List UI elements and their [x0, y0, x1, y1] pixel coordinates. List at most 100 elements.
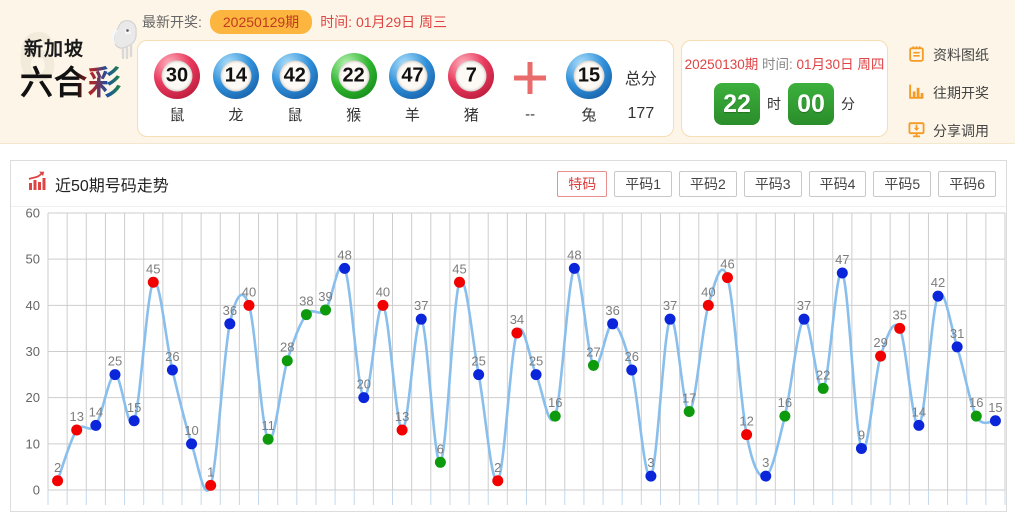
data-point: [147, 276, 159, 288]
svg-text:40: 40: [26, 298, 40, 313]
lottery-ball: 42: [271, 52, 318, 99]
svg-text:40: 40: [701, 284, 715, 299]
total-score: 总分 177: [625, 54, 657, 123]
next-draw-info: 20250130期 时间: 01月30日 周四: [682, 53, 887, 73]
data-point: [262, 433, 274, 445]
svg-text:28: 28: [280, 340, 294, 355]
data-point: [128, 415, 140, 427]
svg-text:30: 30: [26, 344, 40, 359]
data-point: [415, 313, 427, 325]
svg-text:29: 29: [873, 335, 887, 350]
chart-title: 近50期号码走势: [55, 177, 169, 195]
data-point: [798, 313, 810, 325]
svg-text:39: 39: [318, 289, 332, 304]
latest-issue-badge: 20250129期: [209, 10, 313, 34]
data-point: [530, 369, 542, 381]
svg-text:22: 22: [816, 367, 830, 382]
trend-chart-icon: [27, 171, 48, 196]
countdown-hours: 22: [714, 83, 760, 125]
data-point: [281, 355, 293, 367]
data-point: [664, 313, 676, 325]
svg-text:25: 25: [108, 354, 122, 369]
latest-time-label: 时间:: [320, 14, 353, 30]
svg-text:26: 26: [165, 349, 179, 364]
svg-text:12: 12: [739, 414, 753, 429]
link-bar-chart[interactable]: 往期开奖: [907, 82, 989, 104]
tab-normal1[interactable]: 平码1: [614, 170, 673, 197]
next-draw-box: 20250130期 时间: 01月30日 周四 22 时 00 分: [681, 40, 888, 137]
svg-text:20: 20: [26, 390, 40, 405]
svg-text:50: 50: [26, 252, 40, 267]
data-point: [300, 309, 312, 321]
svg-text:42: 42: [931, 275, 945, 290]
chart-panel-header: 近50期号码走势 特码 平码1 平码2 平码3 平码4 平码5 平码6: [11, 161, 1006, 207]
plus-sub-label: --: [525, 105, 536, 123]
ball-number: 14: [220, 60, 252, 91]
tab-normal6[interactable]: 平码6: [938, 170, 996, 197]
svg-text:15: 15: [127, 400, 141, 415]
ball-number: 30: [161, 60, 193, 91]
svg-text:11: 11: [261, 418, 275, 433]
svg-text:31: 31: [950, 326, 964, 341]
data-point: [989, 415, 1001, 427]
data-point: [702, 299, 714, 311]
tab-normal4[interactable]: 平码4: [808, 170, 867, 197]
svg-text:14: 14: [89, 404, 103, 419]
data-point: [970, 410, 982, 422]
data-point: [454, 276, 466, 288]
svg-text:1: 1: [207, 464, 214, 479]
svg-text:60: 60: [26, 207, 40, 221]
tab-normal3[interactable]: 平码3: [743, 170, 802, 197]
latest-draw-label: 最新开奖:: [142, 14, 202, 30]
plus-icon: [507, 55, 553, 101]
data-point: [339, 262, 351, 274]
chart-tabs: 特码 平码1 平码2 平码3 平码4 平码5 平码6: [557, 170, 996, 197]
lottery-ball-cell-4: 22 猴: [330, 52, 377, 125]
svg-text:9: 9: [858, 427, 865, 442]
link-share-monitor[interactable]: 分享调用: [907, 120, 989, 142]
svg-text:46: 46: [720, 257, 734, 272]
svg-text:48: 48: [337, 247, 351, 262]
latest-time-value: 01月29日 周三: [355, 14, 448, 30]
data-point: [951, 341, 963, 353]
data-point: [243, 299, 255, 311]
data-point: [549, 410, 561, 422]
lottery-ball: 7: [448, 52, 495, 99]
data-point: [683, 406, 695, 418]
latest-draw-row: 最新开奖: 20250129期 时间: 01月29日 周三: [142, 10, 447, 34]
data-point: [894, 322, 906, 334]
data-point: [817, 382, 829, 394]
lottery-ball-cell-1: 30 鼠: [154, 52, 200, 125]
svg-text:36: 36: [605, 303, 619, 318]
svg-text:26: 26: [625, 349, 639, 364]
lottery-logo: 6 新加坡 六合彩: [16, 16, 138, 126]
svg-text:6: 6: [437, 441, 444, 456]
svg-text:13: 13: [69, 409, 83, 424]
draw-results-box: 30 鼠 14 龙 42 鼠 22 猴 47 羊 7 猪 -- 15 兔总分 177: [137, 40, 674, 137]
data-point: [587, 359, 599, 371]
svg-text:27: 27: [586, 344, 600, 359]
svg-text:16: 16: [778, 395, 792, 410]
svg-text:38: 38: [299, 294, 313, 309]
link-label: 资料图纸: [933, 47, 989, 63]
svg-text:35: 35: [892, 307, 906, 322]
svg-text:37: 37: [663, 298, 677, 313]
svg-text:13: 13: [395, 409, 409, 424]
svg-text:16: 16: [969, 395, 983, 410]
header-banner: 6 新加坡 六合彩 最新开奖: 20250129期 时间: 01月29日 周三: [0, 0, 1015, 144]
svg-text:25: 25: [529, 354, 543, 369]
svg-text:17: 17: [682, 391, 696, 406]
tab-normal2[interactable]: 平码2: [679, 170, 737, 197]
svg-text:34: 34: [510, 312, 524, 327]
ball-number: 22: [338, 60, 370, 91]
lottery-ball-cell-5: 47 羊: [389, 52, 436, 125]
tab-normal5[interactable]: 平码5: [873, 170, 932, 197]
svg-text:10: 10: [26, 436, 40, 451]
total-score-label: 总分: [624, 71, 657, 88]
plus-separator: --: [507, 55, 553, 123]
data-point: [109, 369, 121, 381]
tab-special[interactable]: 特码: [557, 170, 608, 197]
link-notebook[interactable]: 资料图纸: [907, 44, 989, 66]
